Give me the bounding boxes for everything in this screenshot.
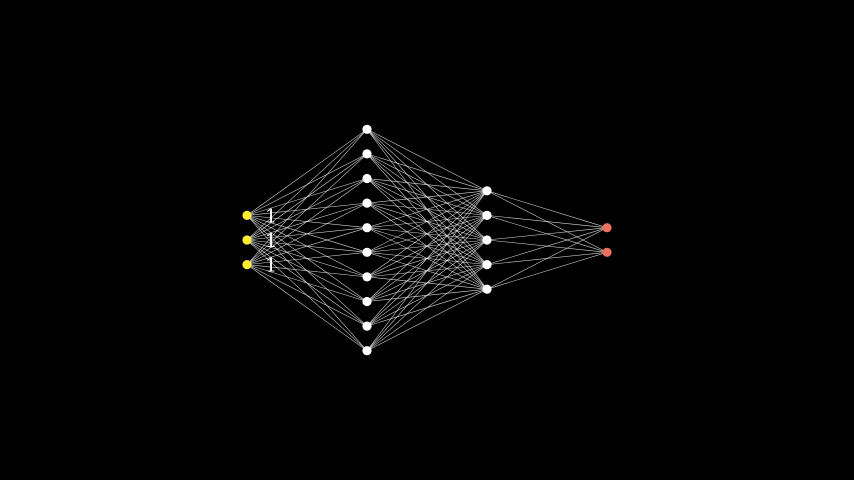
input-neuron-3 bbox=[242, 260, 252, 270]
connection-hidden-2-1-to-output-1 bbox=[486, 190, 608, 228]
connection-hidden-1-4-to-hidden-2-1 bbox=[366, 190, 488, 204]
connection-hidden-1-8-to-hidden-2-1 bbox=[366, 190, 488, 302]
connection-hidden-1-10-to-hidden-2-1 bbox=[366, 190, 488, 351]
neurons bbox=[242, 124, 612, 356]
hidden-1-neuron-4 bbox=[362, 198, 372, 208]
input-value-3: 1 bbox=[265, 255, 277, 277]
connection-hidden-1-1-to-hidden-2-1 bbox=[366, 129, 488, 192]
connection-input-3-to-hidden-1-7 bbox=[246, 264, 368, 278]
connection-hidden-1-9-to-hidden-2-1 bbox=[366, 190, 488, 327]
connection-input-3-to-hidden-1-2 bbox=[246, 153, 368, 265]
connection-input-3-to-hidden-1-1 bbox=[246, 129, 368, 265]
connections bbox=[246, 129, 608, 351]
connection-hidden-1-2-to-hidden-2-1 bbox=[366, 153, 488, 192]
connection-input-3-to-hidden-1-3 bbox=[246, 178, 368, 265]
hidden-1-neuron-9 bbox=[362, 321, 372, 331]
output-neuron-1 bbox=[602, 223, 612, 233]
hidden-1-neuron-1 bbox=[362, 124, 372, 134]
connection-hidden-1-10-to-hidden-2-2 bbox=[366, 215, 488, 351]
hidden-1-neuron-5 bbox=[362, 223, 372, 233]
connection-hidden-2-4-to-output-1 bbox=[486, 227, 608, 265]
input-values: 1 1 1 bbox=[265, 205, 277, 276]
connection-input-3-to-hidden-1-4 bbox=[246, 202, 368, 265]
hidden-1-neuron-3 bbox=[362, 173, 372, 184]
output-neuron-2 bbox=[602, 247, 612, 257]
connection-hidden-1-10-to-hidden-2-5 bbox=[366, 288, 488, 351]
connection-hidden-1-10-to-hidden-2-4 bbox=[366, 264, 488, 351]
input-value-1: 1 bbox=[265, 205, 277, 227]
connection-hidden-1-10-to-hidden-2-3 bbox=[366, 239, 488, 351]
hidden-1-neuron-8 bbox=[362, 296, 372, 307]
connection-hidden-2-3-to-output-1 bbox=[486, 227, 608, 241]
connection-hidden-1-3-to-hidden-2-1 bbox=[366, 178, 488, 192]
connection-input-3-to-hidden-1-5 bbox=[246, 227, 368, 265]
connection-input-3-to-hidden-1-9 bbox=[246, 264, 368, 327]
hidden-2-neuron-3 bbox=[482, 235, 492, 245]
hidden-1-neuron-2 bbox=[362, 149, 372, 159]
hidden-1-neuron-7 bbox=[362, 272, 372, 282]
connection-input-3-to-hidden-1-10 bbox=[246, 264, 368, 351]
connection-hidden-1-6-to-hidden-2-1 bbox=[366, 190, 488, 253]
connection-input-2-to-hidden-1-1 bbox=[246, 129, 368, 241]
connection-hidden-1-7-to-hidden-2-1 bbox=[366, 190, 488, 278]
hidden-1-neuron-10 bbox=[362, 346, 372, 356]
hidden-2-neuron-4 bbox=[482, 260, 492, 270]
input-neuron-1 bbox=[242, 210, 252, 220]
connection-hidden-2-5-to-output-2 bbox=[486, 252, 608, 290]
input-value-2: 1 bbox=[265, 230, 277, 252]
hidden-2-neuron-5 bbox=[482, 284, 492, 294]
connection-input-1-to-hidden-1-1 bbox=[246, 129, 368, 216]
hidden-1-neuron-6 bbox=[362, 247, 372, 257]
input-neuron-2 bbox=[242, 235, 252, 245]
connection-hidden-2-5-to-output-1 bbox=[486, 227, 608, 290]
hidden-2-neuron-2 bbox=[482, 210, 492, 220]
connection-hidden-1-5-to-hidden-2-1 bbox=[366, 190, 488, 228]
connection-hidden-2-2-to-output-1 bbox=[486, 215, 608, 228]
connection-input-3-to-hidden-1-6 bbox=[246, 252, 368, 265]
connection-input-3-to-hidden-1-8 bbox=[246, 264, 368, 302]
hidden-2-neuron-1 bbox=[482, 186, 492, 196]
